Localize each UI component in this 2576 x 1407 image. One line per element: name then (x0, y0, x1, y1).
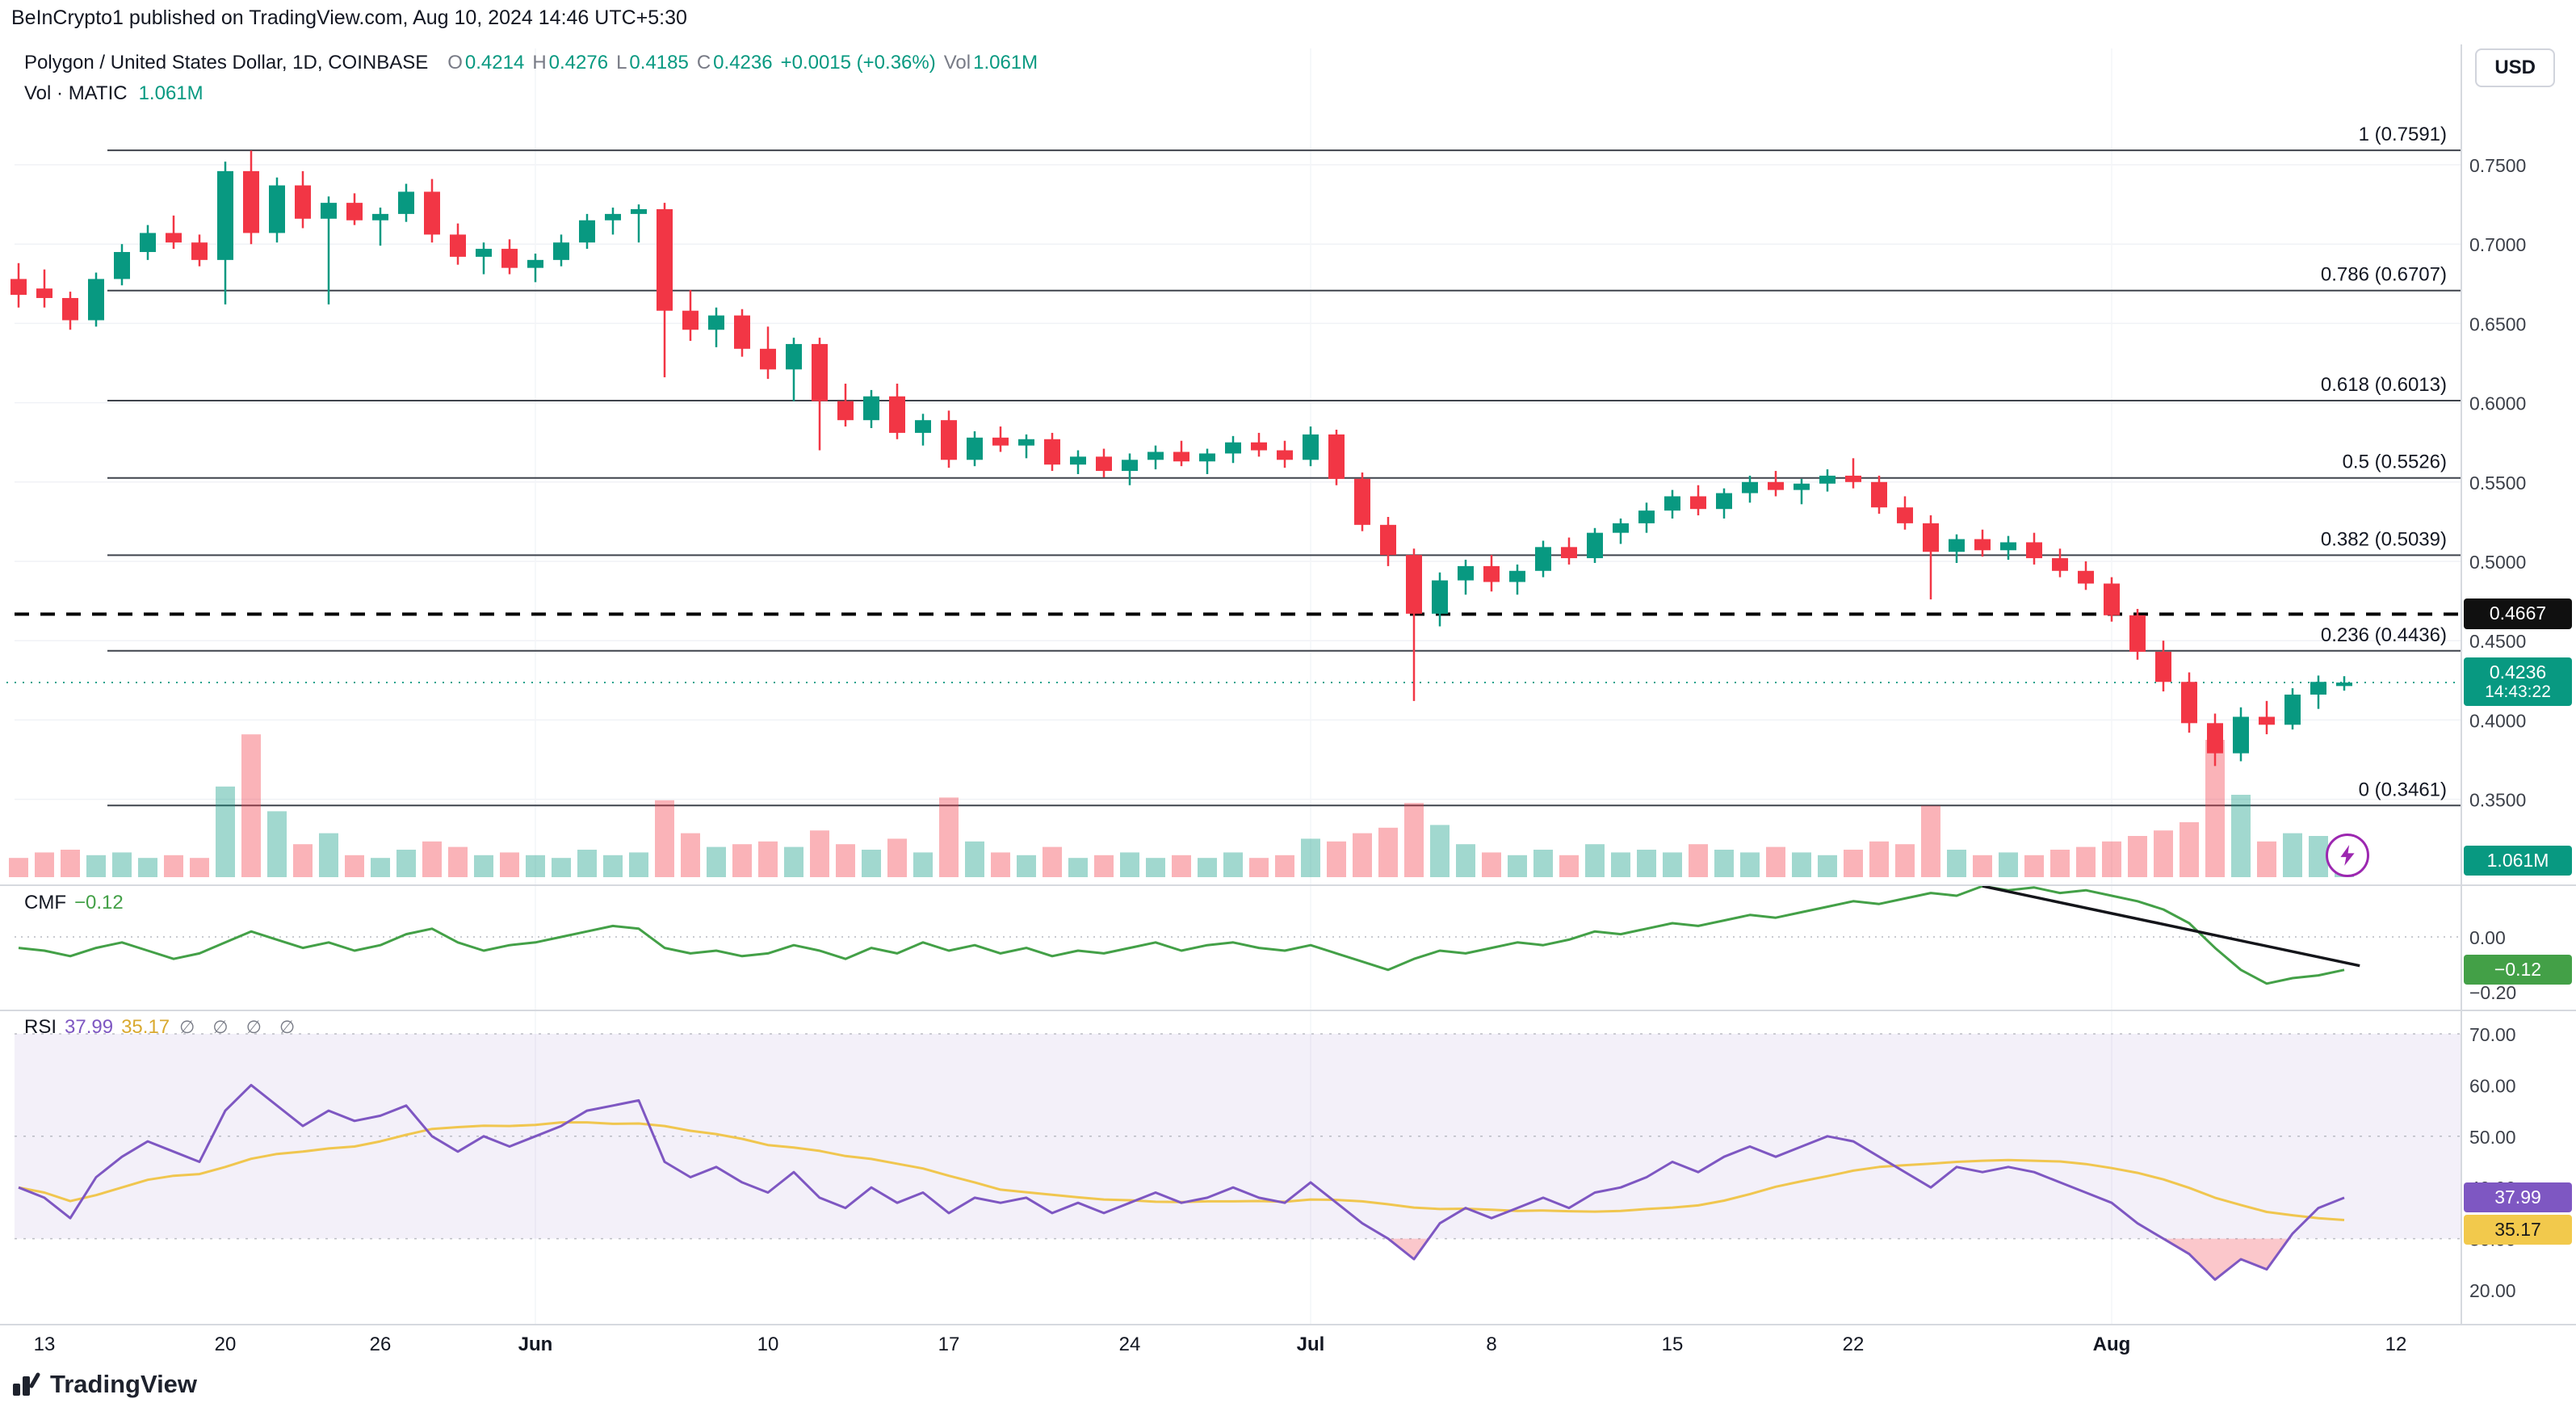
cmf-label: CMF (24, 892, 66, 914)
svg-text:0 (0.3461): 0 (0.3461) (2359, 779, 2447, 800)
volume-value: 1.061M (973, 52, 1038, 74)
change-value: +0.0015 (+0.36%) (780, 52, 936, 74)
svg-text:8: 8 (1486, 1334, 1496, 1355)
volume-layer (9, 734, 2354, 877)
attribution-bar: BeInCrypto1 published on TradingView.com… (11, 6, 687, 29)
svg-text:17: 17 (938, 1334, 960, 1355)
volume-tag: 1.061M (2464, 846, 2572, 876)
volume-series-value: 1.061M (138, 82, 203, 104)
svg-text:Aug: Aug (2093, 1334, 2131, 1355)
svg-text:0.7500: 0.7500 (2469, 155, 2526, 176)
svg-text:13: 13 (34, 1334, 56, 1355)
threshold-price-tag: 0.4667 (2464, 598, 2572, 629)
rsi-layer (15, 1033, 2461, 1281)
cmf-tag: −0.12 (2464, 954, 2572, 985)
cmf-layer (15, 884, 2461, 985)
candlestick-layer (10, 150, 2352, 766)
svg-text:0.236 (0.4436): 0.236 (0.4436) (2321, 624, 2447, 646)
volume-legend: Vol · MATIC 1.061M (24, 82, 203, 105)
open-value: 0.4214 (464, 52, 525, 74)
currency-button[interactable]: USD (2475, 48, 2555, 87)
svg-text:20: 20 (215, 1334, 237, 1355)
price-axis[interactable]: 0.7500 0.7000 0.6500 0.6000 0.5500 0.5000 0.45… (2469, 155, 2526, 1301)
svg-text:15: 15 (1662, 1334, 1684, 1355)
rsi-label: RSI (24, 1016, 57, 1038)
svg-text:20.00: 20.00 (2469, 1280, 2516, 1301)
svg-text:0.3500: 0.3500 (2469, 790, 2526, 811)
last-price-value: 0.4236 (2489, 662, 2547, 683)
open-label: O (447, 52, 463, 74)
tradingview-logo-text: TradingView (50, 1370, 198, 1398)
svg-text:0.00: 0.00 (2469, 927, 2506, 948)
svg-text:−0.20: −0.20 (2469, 982, 2516, 1003)
svg-text:0.5000: 0.5000 (2469, 552, 2526, 573)
rsi-value: 37.99 (65, 1016, 114, 1038)
lightning-icon (2340, 845, 2355, 866)
svg-text:0.4500: 0.4500 (2469, 631, 2526, 652)
svg-text:Jul: Jul (1297, 1334, 1325, 1355)
svg-text:12: 12 (2385, 1334, 2407, 1355)
svg-text:60.00: 60.00 (2469, 1075, 2516, 1096)
svg-text:1 (0.7591): 1 (0.7591) (2359, 124, 2447, 145)
tradingview-logo[interactable]: TradingView (11, 1370, 197, 1399)
cmf-value: −0.12 (73, 892, 124, 914)
svg-text:50.00: 50.00 (2469, 1127, 2516, 1148)
last-price-tag: 0.4236 14:43:22 (2464, 657, 2572, 707)
svg-text:0.5 (0.5526): 0.5 (0.5526) (2343, 452, 2447, 473)
fibonacci-layer: 1 (0.7591) 0.786 (0.6707) 0.618 (0.6013) 0.… (107, 124, 2461, 807)
close-label: C (696, 52, 711, 74)
countdown-timer: 14:43:22 (2485, 682, 2551, 702)
low-label: L (616, 52, 627, 74)
svg-text:70.00: 70.00 (2469, 1024, 2516, 1045)
svg-text:0.6500: 0.6500 (2469, 313, 2526, 334)
time-axis[interactable]: 13 20 26 Jun 10 17 24 Jul 8 15 22 Aug 12 (34, 1334, 2407, 1355)
rsi-ma-tag: 35.17 (2464, 1214, 2572, 1245)
svg-text:Jun: Jun (518, 1334, 553, 1355)
lightning-button[interactable] (2326, 834, 2369, 877)
close-value: 0.4236 (713, 52, 773, 74)
tradingview-logo-icon (13, 1372, 40, 1396)
svg-text:0.4000: 0.4000 (2469, 710, 2526, 731)
rsi-tag: 37.99 (2464, 1182, 2572, 1213)
volume-label: Vol (943, 52, 971, 74)
volume-series-title: Vol · MATIC (24, 82, 128, 104)
low-value: 0.4185 (629, 52, 689, 74)
svg-text:0.786 (0.6707): 0.786 (0.6707) (2321, 264, 2447, 286)
svg-text:10: 10 (757, 1334, 779, 1355)
svg-text:0.382 (0.5039): 0.382 (0.5039) (2321, 528, 2447, 550)
svg-text:26: 26 (370, 1334, 392, 1355)
svg-text:24: 24 (1119, 1334, 1141, 1355)
pane-dividers (0, 44, 2576, 1325)
grid-layer (15, 48, 2461, 1325)
high-label: H (532, 52, 547, 74)
symbol-legend: Polygon / United States Dollar, 1D, COIN… (24, 52, 1038, 74)
high-value: 0.4276 (548, 52, 609, 74)
cmf-legend: CMF −0.12 (24, 892, 124, 914)
svg-text:0.6000: 0.6000 (2469, 393, 2526, 414)
rsi-ma-value: 35.17 (121, 1016, 170, 1038)
svg-text:0.5500: 0.5500 (2469, 472, 2526, 494)
svg-text:0.618 (0.6013): 0.618 (0.6013) (2321, 374, 2447, 396)
rsi-legend: RSI 37.99 35.17 ∅ ∅ ∅ ∅ (24, 1016, 301, 1039)
svg-text:0.7000: 0.7000 (2469, 234, 2526, 255)
svg-text:22: 22 (1843, 1334, 1865, 1355)
symbol-title: Polygon / United States Dollar, 1D, COIN… (24, 52, 429, 74)
rsi-hidden-params: ∅ ∅ ∅ ∅ (179, 1017, 302, 1037)
